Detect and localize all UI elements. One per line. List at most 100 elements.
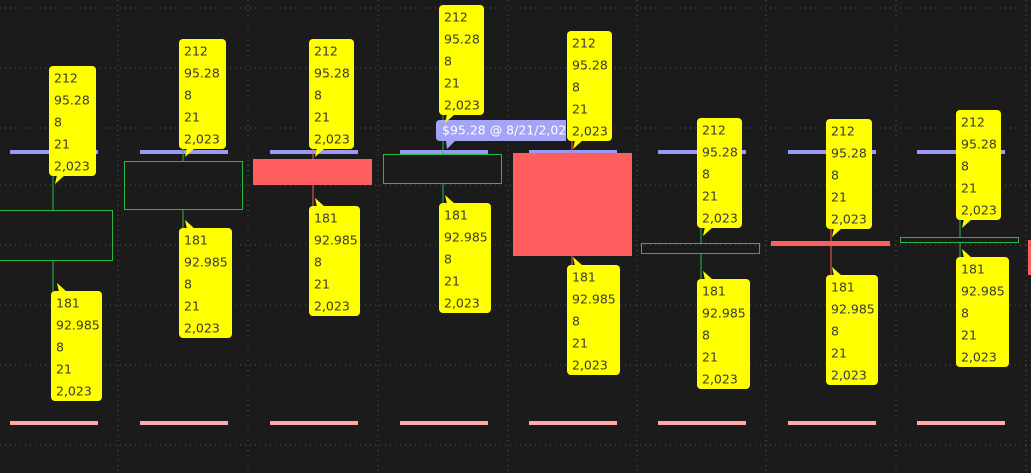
candle [383, 154, 502, 184]
lower-callout: 181 92.985 8 21 2,023 [956, 249, 1009, 367]
callout-line: 2,023 [702, 372, 738, 387]
candle [253, 159, 372, 185]
callout-pointer [57, 283, 67, 292]
callout-pointer [832, 267, 842, 276]
lower-level [788, 421, 876, 425]
upper-callout: 212 95.28 8 21 2,023 [49, 66, 96, 184]
lower-level [917, 421, 1005, 425]
callout-line: 2,023 [56, 384, 92, 399]
callout-line: 21 [572, 102, 588, 117]
upper-level [140, 150, 228, 154]
callout-line: 181 [444, 208, 468, 223]
callout-box [826, 119, 872, 229]
callout-line: 92.985 [184, 255, 228, 270]
callout-line: 212 [444, 10, 468, 25]
callout-pointer [185, 220, 195, 229]
upper-callout: 212 95.28 8 21 2,023 [697, 118, 742, 236]
lower-level [140, 421, 228, 425]
candle [641, 243, 760, 254]
callout-line: 95.28 [961, 137, 997, 152]
callout-line: 21 [702, 350, 718, 365]
lower-callout: 181 92.985 8 21 2,023 [309, 198, 360, 316]
callout-line: 181 [314, 211, 338, 226]
callout-line: 8 [961, 306, 969, 321]
callout-pointer [55, 175, 65, 184]
candle [124, 161, 243, 210]
callout-line: 21 [702, 189, 718, 204]
callout-line: 212 [314, 44, 338, 59]
callout-line: 2,023 [831, 212, 867, 227]
callout-line: 21 [184, 110, 200, 125]
callout-line: 21 [572, 336, 588, 351]
callout-line: 92.985 [961, 284, 1005, 299]
callout-line: 8 [444, 54, 452, 69]
lower-level [529, 421, 617, 425]
callout-line: 21 [314, 277, 330, 292]
upper-callout: 212 95.28 8 21 2,023 [826, 119, 872, 237]
lower-callout: 181 92.985 8 21 2,023 [179, 220, 232, 338]
callout-line: 2,023 [961, 203, 997, 218]
callout-line: 95.28 [314, 66, 350, 81]
candle [900, 237, 1019, 243]
callout-line: 2,023 [831, 368, 867, 383]
callout-line: 95.28 [184, 66, 220, 81]
tooltip-text: $95.28 @ 8/21/2,02 [442, 123, 566, 138]
upper-callout: 212 95.28 8 21 2,023 [309, 39, 354, 157]
candle [771, 241, 890, 246]
callout-pointer [315, 148, 325, 157]
lower-callout: 181 92.985 8 21 2,023 [826, 267, 878, 385]
callout-box [567, 31, 612, 141]
callout-box [179, 228, 232, 338]
callout-line: 2,023 [961, 350, 997, 365]
callout-box [179, 39, 226, 149]
callout-line: 8 [572, 314, 580, 329]
lower-callout: 181 92.985 8 21 2,023 [439, 195, 491, 313]
callout-line: 181 [831, 280, 855, 295]
lower-level [400, 421, 488, 425]
callout-line: 21 [444, 274, 460, 289]
callout-line: 8 [184, 277, 192, 292]
callout-box [439, 5, 484, 115]
partial-candle [1028, 240, 1031, 275]
callout-line: 8 [54, 115, 62, 130]
callout-line: 8 [184, 88, 192, 103]
callout-box [309, 39, 354, 149]
callout-line: 2,023 [572, 124, 608, 139]
callout-line: 8 [444, 252, 452, 267]
callout-line: 95.28 [54, 93, 90, 108]
callout-line: 21 [831, 346, 847, 361]
callout-pointer [185, 148, 195, 157]
callout-line: 92.985 [702, 306, 746, 321]
callout-line: 8 [831, 324, 839, 339]
callout-line: 2,023 [184, 321, 220, 336]
upper-level [270, 150, 358, 154]
callout-box [697, 118, 742, 228]
callout-box [826, 275, 878, 385]
callout-line: 181 [572, 270, 596, 285]
callout-pointer [445, 195, 455, 204]
callout-line: 2,023 [314, 299, 350, 314]
callout-line: 21 [56, 362, 72, 377]
callout-line: 212 [572, 36, 596, 51]
callout-line: 181 [184, 233, 208, 248]
callout-box [309, 206, 360, 316]
upper-callout: 212 95.28 8 21 2,023 [567, 31, 612, 149]
callout-line: 8 [831, 168, 839, 183]
callout-line: 2,023 [444, 296, 480, 311]
lower-level [10, 421, 98, 425]
callout-line: 95.28 [444, 32, 480, 47]
callout-line: 181 [56, 296, 80, 311]
callout-pointer [573, 257, 583, 266]
callout-line: 8 [572, 80, 580, 95]
callout-line: 2,023 [184, 132, 220, 147]
callout-pointer [703, 271, 713, 280]
callout-line: 95.28 [702, 145, 738, 160]
callout-pointer [832, 228, 842, 237]
callout-line: 92.985 [314, 233, 358, 248]
callout-line: 92.985 [444, 230, 488, 245]
callout-line: 212 [831, 124, 855, 139]
candle [0, 210, 113, 261]
callout-box [567, 265, 620, 375]
upper-callout: 212 95.28 8 21 2,023 [956, 110, 1001, 228]
